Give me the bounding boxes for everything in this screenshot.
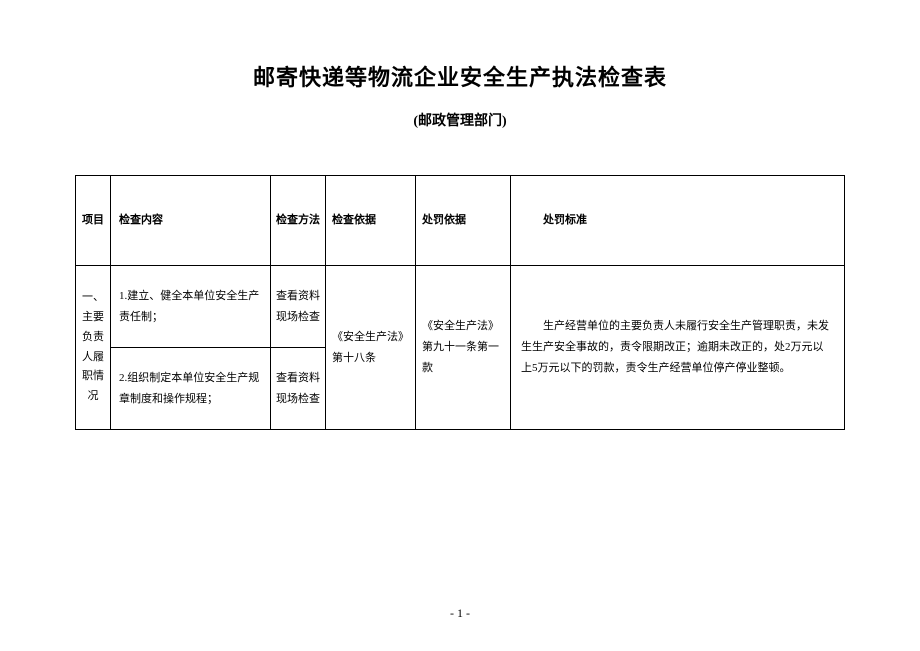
header-basis1: 检查依据 bbox=[326, 176, 416, 266]
header-project: 项目 bbox=[76, 176, 111, 266]
cell-content-2: 2.组织制定本单位安全生产规章制度和操作规程； bbox=[111, 348, 271, 430]
table-row: 一、主要负责人履职情况 1.建立、健全本单位安全生产责任制； 查看资料现场检查 … bbox=[76, 266, 845, 348]
table-header-row: 项目 检查内容 检查方法 检查依据 处罚依据 处罚标准 bbox=[76, 176, 845, 266]
page-number: - 1 - bbox=[0, 606, 920, 621]
inspection-table: 项目 检查内容 检查方法 检查依据 处罚依据 处罚标准 一、主要负责人履职情况 … bbox=[75, 175, 845, 430]
cell-method-1: 查看资料现场检查 bbox=[271, 266, 326, 348]
cell-project: 一、主要负责人履职情况 bbox=[76, 266, 111, 430]
document-title: 邮寄快递等物流企业安全生产执法检查表 bbox=[75, 60, 845, 92]
header-basis2: 处罚依据 bbox=[416, 176, 511, 266]
cell-content-1: 1.建立、健全本单位安全生产责任制； bbox=[111, 266, 271, 348]
cell-standard: 生产经营单位的主要负责人未履行安全生产管理职责，未发生生产安全事故的，责令限期改… bbox=[511, 266, 845, 430]
document-subtitle: (邮政管理部门) bbox=[75, 110, 845, 130]
cell-method-2: 查看资料现场检查 bbox=[271, 348, 326, 430]
header-standard: 处罚标准 bbox=[511, 176, 845, 266]
header-method: 检查方法 bbox=[271, 176, 326, 266]
cell-basis2: 《安全生产法》第九十一条第一款 bbox=[416, 266, 511, 430]
header-content: 检查内容 bbox=[111, 176, 271, 266]
cell-basis1: 《安全生产法》第十八条 bbox=[326, 266, 416, 430]
